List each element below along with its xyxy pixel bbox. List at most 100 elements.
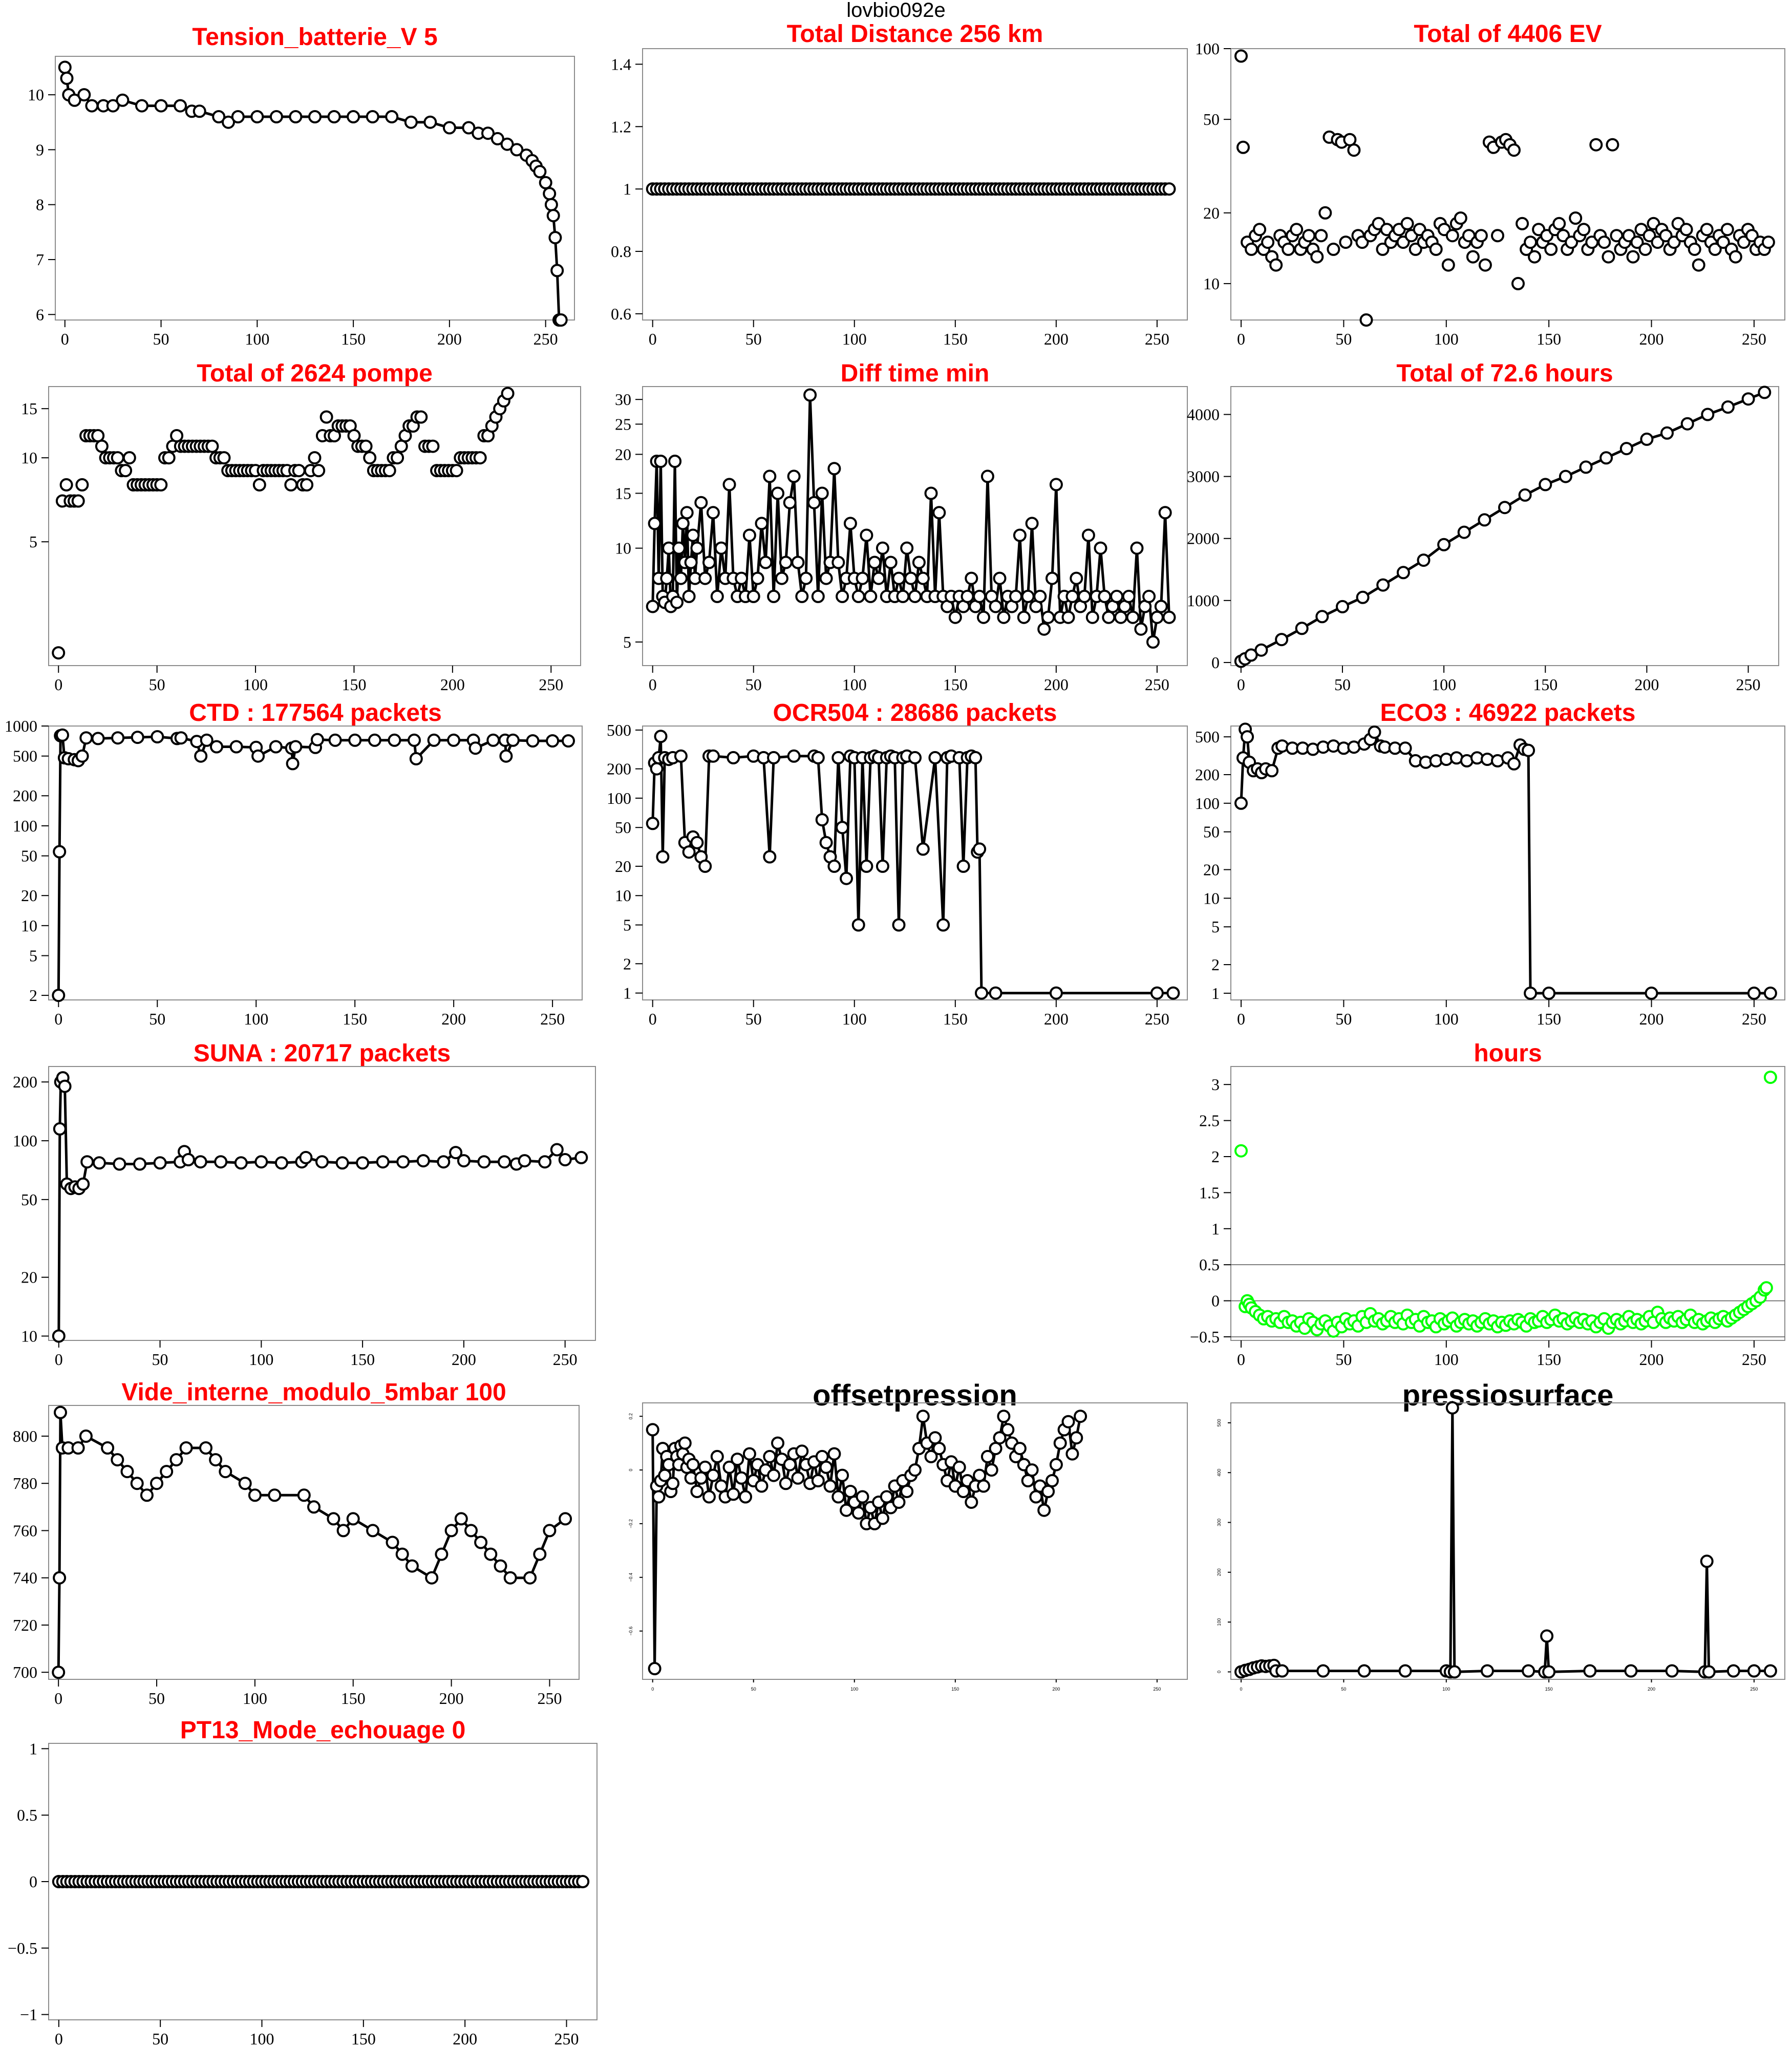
point-offsetpression-57 [836, 1468, 849, 1482]
y-tick-label-hours-3: 1 [1211, 1220, 1220, 1238]
y-tick-label-eco3-8: 500 [1195, 728, 1220, 746]
y-tick-label-ctd-6: 200 [13, 786, 37, 805]
point-tension-42 [548, 231, 562, 245]
point-vide-37 [484, 1547, 498, 1561]
point-tension-40 [544, 198, 558, 211]
point-difftime-72 [892, 571, 906, 585]
y-tick-label-distance-2: 1 [623, 180, 631, 198]
chart-title-tension: Tension_batterie_V 5 [192, 24, 437, 51]
point-tension-13 [193, 104, 206, 118]
point-hours_total-6 [1315, 610, 1329, 624]
y-tick-label-suna-1: 20 [21, 1268, 37, 1287]
x-tick-label-hours-4: 200 [1639, 1350, 1664, 1369]
point-ev-97 [1630, 236, 1644, 249]
point-tension-11 [174, 99, 187, 113]
point-pompe-26 [154, 478, 168, 492]
point-hours_total-8 [1356, 590, 1370, 604]
point-difftime-56 [827, 462, 841, 476]
point-difftime-124 [1102, 610, 1116, 624]
point-tension-4 [77, 88, 91, 102]
x-tick-label-hours-1: 50 [1335, 1350, 1352, 1369]
point-eco3-42 [1645, 986, 1658, 1000]
x-tick-label-ev-3: 150 [1537, 330, 1561, 348]
x-tick-label-distance-4: 200 [1044, 330, 1069, 348]
point-vide-25 [336, 1524, 350, 1538]
point-ctd-33 [408, 733, 421, 747]
point-ev-119 [1720, 223, 1734, 237]
point-offsetpression-98 [1001, 1423, 1015, 1437]
point-difftime-4 [654, 455, 668, 468]
point-ocr504-51 [936, 918, 950, 932]
point-tension-22 [347, 110, 360, 123]
y-tick-label-difftime-1: 10 [615, 539, 631, 558]
point-offsetpression-39 [763, 1449, 777, 1463]
point-ocr504-50 [928, 751, 942, 764]
chart-title-eco3: ECO3 : 46922 packets [1380, 699, 1636, 727]
point-vide-15 [179, 1441, 193, 1455]
y-tick-label-hours_total-4: 4000 [1187, 406, 1220, 424]
point-eco3-41 [1542, 986, 1556, 1000]
y-tick-label-distance-0: 0.6 [611, 305, 631, 323]
point-pressiosurface-11 [1316, 1664, 1330, 1678]
y-tick-label-ocr504-3: 10 [615, 886, 631, 905]
point-difftime-27 [710, 589, 724, 603]
point-suna-1 [53, 1122, 67, 1136]
point-ctd-44 [546, 734, 560, 748]
point-vide-23 [307, 1500, 321, 1514]
point-ev-109 [1679, 223, 1693, 237]
point-tension-18 [269, 110, 283, 123]
x-tick-label-tension-2: 100 [245, 330, 269, 348]
point-ocr504-64 [1150, 986, 1164, 1000]
x-tick-label-hours_total-4: 200 [1634, 675, 1659, 694]
point-ev-12 [1282, 242, 1295, 256]
point-hours_total-12 [1437, 538, 1451, 551]
point-hours_total-5 [1295, 622, 1309, 635]
point-ocr504-27 [819, 836, 833, 849]
y-tick-label-ev-1: 20 [1203, 204, 1220, 222]
x-tick-label-distance-1: 50 [745, 330, 762, 348]
point-ev-91 [1606, 138, 1619, 152]
point-pompe-59 [284, 478, 298, 492]
point-pompe-65 [308, 451, 322, 465]
y-tick-label-ctd-8: 1000 [5, 717, 37, 735]
point-hours-131 [1763, 1071, 1777, 1084]
point-vide-43 [559, 1512, 572, 1526]
point-offsetpression-61 [851, 1506, 865, 1520]
x-tick-label-vide-1: 50 [148, 1689, 165, 1708]
point-difftime-109 [1041, 610, 1055, 624]
point-ocr504-0 [646, 817, 659, 830]
point-ev-23 [1327, 242, 1340, 256]
point-suna-9 [76, 1177, 90, 1191]
point-ctd-12 [131, 731, 144, 744]
point-eco3-9 [1265, 764, 1279, 778]
point-ocr504-25 [811, 751, 825, 764]
plot-frame-ocr504 [642, 726, 1188, 1000]
y-tick-label-ocr504-4: 20 [615, 857, 631, 876]
point-tension-23 [366, 110, 379, 123]
y-tick-label-hours-5: 2 [1211, 1147, 1220, 1166]
point-ev-114 [1700, 223, 1714, 237]
point-difftime-7 [660, 571, 674, 585]
point-offsetpression-47 [795, 1444, 809, 1458]
y-tick-label-suna-4: 200 [13, 1073, 37, 1091]
point-pressiosurface-24 [1624, 1664, 1638, 1678]
x-tick-label-hours-5: 250 [1742, 1350, 1766, 1369]
point-difftime-44 [779, 556, 793, 569]
point-hours_total-9 [1376, 578, 1390, 592]
x-tick-label-eco3-4: 200 [1639, 1010, 1664, 1028]
x-tick-label-difftime-3: 150 [943, 675, 968, 694]
point-difftime-138 [1158, 506, 1172, 520]
point-ev-26 [1339, 236, 1353, 249]
x-tick-label-vide-4: 200 [439, 1689, 464, 1708]
y-tick-label-pompe-1: 10 [21, 449, 37, 467]
point-offsetpression-94 [985, 1463, 998, 1477]
point-difftime-20 [686, 528, 700, 542]
y-tick-label-ocr504-0: 1 [623, 984, 631, 1002]
y-tick-label-vide-5: 800 [13, 1427, 37, 1445]
x-tick-label-eco3-2: 100 [1434, 1010, 1459, 1028]
point-pressiosurface-10 [1275, 1664, 1289, 1678]
x-tick-label-pressiosurface-1: 50 [1341, 1687, 1346, 1692]
point-ctd-36 [447, 733, 461, 747]
point-ctd-1 [53, 845, 67, 859]
